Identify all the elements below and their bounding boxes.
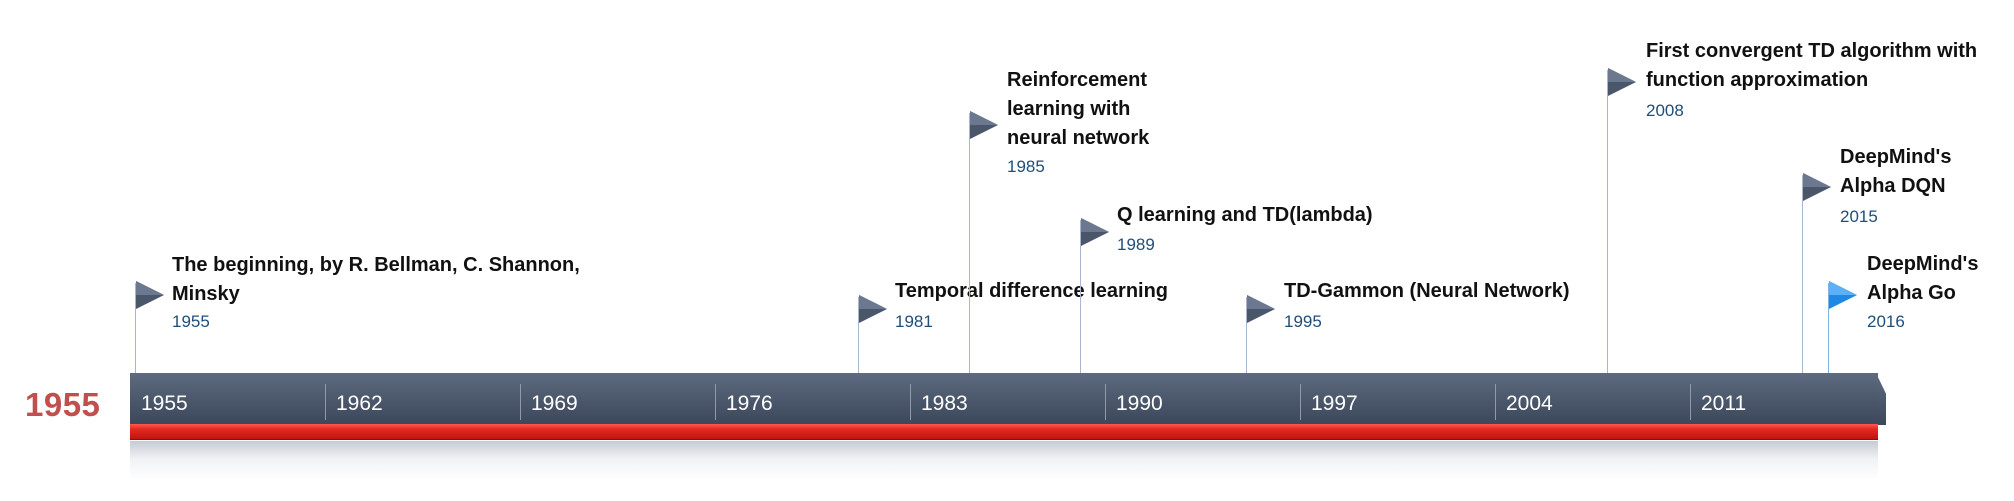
event-pole xyxy=(858,297,859,373)
event-pole xyxy=(135,283,136,373)
event-title: DeepMind's Alpha DQN xyxy=(1840,146,1952,197)
timeline-red-band xyxy=(130,424,1878,440)
event-pole xyxy=(1246,297,1247,373)
axis-tick-separator xyxy=(910,384,911,420)
axis-tick-label: 2011 xyxy=(1701,392,1747,415)
axis-tick-separator xyxy=(715,384,716,420)
timeline-axis-bar xyxy=(130,373,1878,425)
event-year: 1981 xyxy=(895,312,933,331)
flag-icon xyxy=(1081,218,1109,246)
event-pole xyxy=(969,113,970,373)
start-year-label: 1955 xyxy=(25,386,101,423)
axis-tick-label: 1997 xyxy=(1311,392,1358,415)
event-title: TD-Gammon (Neural Network) xyxy=(1284,280,1570,302)
axis-tick-label: 1962 xyxy=(336,392,383,415)
flag-icon xyxy=(970,111,998,139)
event-year: 2015 xyxy=(1840,207,1878,226)
flag-icon xyxy=(1829,281,1857,309)
axis-tick-label: 1990 xyxy=(1116,392,1163,415)
event-year: 1989 xyxy=(1117,235,1155,254)
event-year: 1995 xyxy=(1284,312,1322,331)
event-title: First convergent TD algorithm with funct… xyxy=(1646,40,1978,91)
event-title: Q learning and TD(lambda) xyxy=(1117,204,1373,226)
axis-tick-label: 1976 xyxy=(726,392,773,415)
axis-tick-separator xyxy=(520,384,521,420)
event-pole xyxy=(1828,283,1829,373)
axis-tick-separator xyxy=(1690,384,1691,420)
event-pole xyxy=(1802,175,1803,373)
axis-tick-separator xyxy=(1300,384,1301,420)
event-title: DeepMind's Alpha Go xyxy=(1867,253,1979,304)
event-title: The beginning, by R. Bellman, C. Shannon… xyxy=(172,254,580,305)
axis-tick-label: 1983 xyxy=(921,392,968,415)
flag-icon xyxy=(1803,173,1831,201)
timeline-reflection xyxy=(130,441,1878,481)
axis-tick-label: 1969 xyxy=(531,392,578,415)
flag-icon xyxy=(859,295,887,323)
event-title: Reinforcement learning with neural netwo… xyxy=(1007,69,1150,149)
axis-tick-label: 1955 xyxy=(141,392,188,415)
event-year: 1985 xyxy=(1007,157,1045,176)
event-title: Temporal difference learning xyxy=(895,280,1169,302)
flag-icon xyxy=(1608,68,1636,96)
axis-tick-label: 2004 xyxy=(1506,392,1553,415)
axis-tick-separator xyxy=(325,384,326,420)
flag-icon xyxy=(136,281,164,309)
axis-tick-separator xyxy=(1105,384,1106,420)
event-year: 1955 xyxy=(172,312,210,331)
flag-icon xyxy=(1247,295,1275,323)
axis-tick-separator xyxy=(1495,384,1496,420)
event-year: 2008 xyxy=(1646,101,1684,120)
event-pole xyxy=(1080,220,1081,373)
event-year: 2016 xyxy=(1867,312,1905,331)
event-pole xyxy=(1607,70,1608,373)
